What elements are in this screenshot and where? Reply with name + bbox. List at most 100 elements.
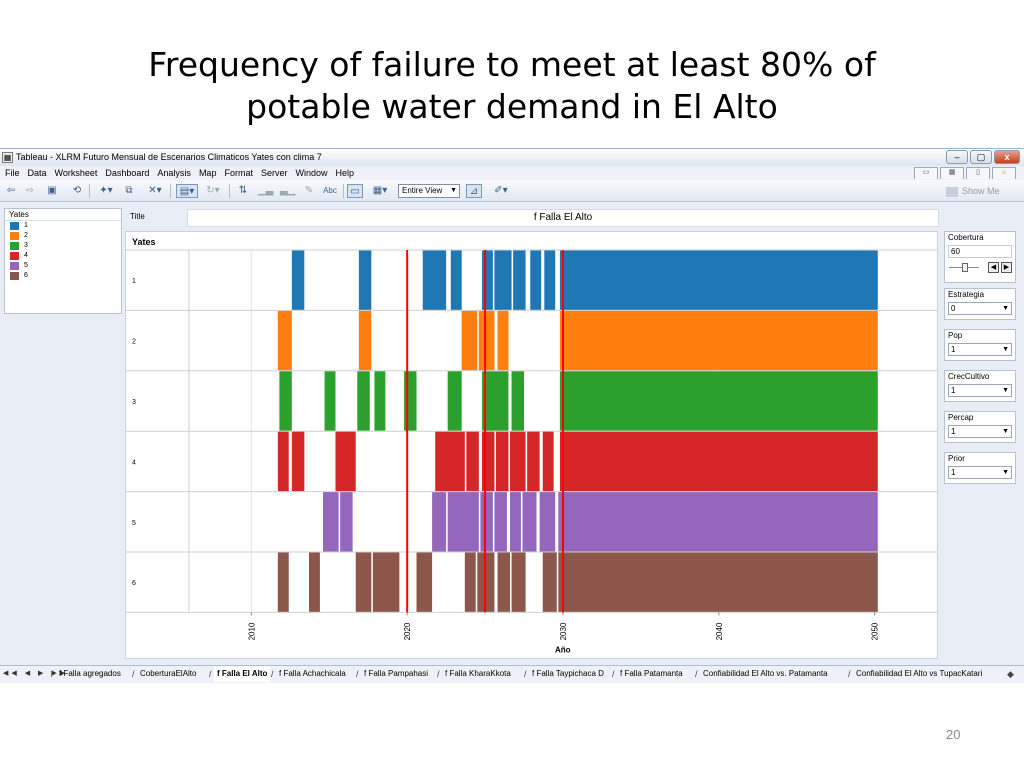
chevron-down-icon: ▼ [1002,346,1009,353]
previous-value-button[interactable]: ◀ [988,262,999,273]
legend-swatch [10,262,19,270]
run-update-icon[interactable]: ↻▾ [206,185,220,196]
failure-bar [542,431,554,492]
tab-f-falla-agregados[interactable]: f Falla agregados [59,669,121,678]
legend-item[interactable]: 1 [5,221,121,231]
menu-analysis[interactable]: Analysis [157,168,191,178]
tab-divider: / [524,669,527,679]
new-worksheet-icon[interactable]: ✦▾ [99,185,113,196]
failure-bar [447,492,479,552]
tab-divider: / [848,669,851,679]
tab-f-falla-patamanta[interactable]: f Falla Patamanta [620,669,683,678]
percap-dropdown[interactable]: 1 ▼ [948,425,1012,438]
tab-f-falla-el-alto[interactable]: f Falla El Alto [214,666,271,682]
failure-bar [522,492,537,552]
slider-thumb[interactable] [962,263,968,272]
menu-help[interactable]: Help [335,168,355,178]
failure-bar [277,310,292,371]
legend-item[interactable]: 3 [5,241,121,251]
save-icon[interactable]: ▣ [47,185,57,196]
cobertura-value[interactable]: 60 [948,245,1012,258]
tab-f-falla-pampahasi[interactable]: f Falla Pampahasi [364,669,429,678]
tab-f-falla-taypichaca-d[interactable]: f Falla Taypichaca D [532,669,604,678]
cobertura-filter: Cobertura 60 ◀ ▶ [944,231,1016,283]
legend-item[interactable]: 2 [5,231,121,241]
home-icon[interactable]: ⌂ [992,167,1016,179]
failure-bar [559,431,878,492]
fit-view-select[interactable]: Entire View ▼ [398,184,460,198]
menu-window[interactable]: Window [295,168,328,178]
chevron-down-icon: ▼ [1002,305,1009,312]
tab-confiabilidad-el-alto-vs-tupackatari[interactable]: Confiabilidad El Alto vs TupacKatari [856,669,983,678]
failure-bar [357,371,370,431]
percap-filter: Percap 1 ▼ [944,411,1016,443]
minimize-button[interactable]: – [946,150,968,164]
row-label: 4 [132,459,136,466]
failure-bar [542,552,557,612]
menu-data[interactable]: Data [27,168,47,178]
show-me-button[interactable]: Show Me [946,184,1016,198]
clear-sheet-icon[interactable]: ✕▾ [148,185,162,196]
sort-descending-icon[interactable]: ▃▁ [280,185,296,196]
swap-icon[interactable]: ⇅ [238,185,248,196]
menu-map[interactable]: Map [198,168,217,178]
failure-bar [461,310,478,371]
legend-item[interactable]: 6 [5,271,121,281]
legend-item[interactable]: 4 [5,251,121,261]
pop-dropdown[interactable]: 1 ▼ [948,343,1012,356]
pop-filter: Pop 1 ▼ [944,329,1016,361]
highlight-icon[interactable]: ✎ [304,185,314,196]
worksheet-view-icon[interactable]: ▭ [914,167,938,179]
menu-format[interactable]: Format [224,168,253,178]
failure-bar [323,492,339,552]
cobertura-slider[interactable]: ◀ ▶ [948,262,1012,274]
tab-coberturaelalto[interactable]: CoberturaElAlto [140,669,197,678]
pop-value: 1 [951,345,956,354]
failure-bar [558,552,878,612]
prior-dropdown[interactable]: 1 ▼ [948,466,1012,479]
fit-view-value: Entire View [402,186,443,195]
menu-file[interactable]: File [5,168,20,178]
estrategia-dropdown[interactable]: 0 ▼ [948,302,1012,315]
row-header: Yates [132,237,156,247]
back-arrow-icon[interactable]: ⇦ [6,185,16,196]
menu-dashboard[interactable]: Dashboard [105,168,150,178]
menu-worksheet[interactable]: Worksheet [54,168,98,178]
auto-update-icon[interactable]: ▤▾ [176,184,198,198]
failure-bar [481,250,493,310]
connect-data-icon[interactable]: ⟲ [72,185,82,196]
restore-button[interactable]: ▢ [970,150,992,164]
failure-bar [466,431,479,492]
close-button[interactable]: x [994,150,1020,164]
dashboard-view-icon[interactable]: ▦ [940,167,964,179]
legend-label: 5 [24,262,28,269]
window-title: Tableau - XLRM Futuro Mensual de Escenar… [16,152,322,162]
estrategia-filter: Estrategia 0 ▼ [944,288,1016,320]
menu-server[interactable]: Server [260,168,288,178]
failure-bar [450,250,462,310]
worksheet-title[interactable]: f Falla El Alto [187,209,939,227]
creccultivo-value: 1 [951,386,956,395]
row-label: 2 [132,339,136,346]
tab-confiabilidad-el-alto-vs-patamanta[interactable]: Confiabilidad El Alto vs. Patamanta [703,669,828,678]
next-value-button[interactable]: ▶ [1001,262,1012,273]
tab-f-falla-achachicala[interactable]: f Falla Achachicala [279,669,346,678]
tab-divider: / [356,669,359,679]
tab-scroll-icon[interactable]: ◆ [1007,669,1014,679]
show-labels-button[interactable]: Abc [323,186,337,195]
story-view-icon[interactable]: ▯ [966,167,990,179]
chevron-down-icon: ▼ [1002,469,1009,476]
duplicate-sheet-icon[interactable]: ⧉ [125,185,133,196]
forward-arrow-icon[interactable]: ⇨ [25,185,35,196]
legend-item[interactable]: 5 [5,261,121,271]
presentation-mode-icon[interactable]: ▭ [347,184,363,198]
failure-bar [374,371,386,431]
tab-f-falla-kharakkota[interactable]: f Falla KharaKkota [445,669,511,678]
show-me-icon [946,186,958,197]
pin-axis-icon[interactable]: ⊿ [466,184,482,198]
fit-options-icon[interactable]: ▦▾ [372,185,388,196]
creccultivo-dropdown[interactable]: 1 ▼ [948,384,1012,397]
sort-ascending-icon[interactable]: ▁▃ [258,185,274,196]
pen-tool-icon[interactable]: ✐▾ [494,185,508,196]
tab-navigation-arrows[interactable]: ◀◀ ◀ ▶ ▶▶ [3,670,69,677]
